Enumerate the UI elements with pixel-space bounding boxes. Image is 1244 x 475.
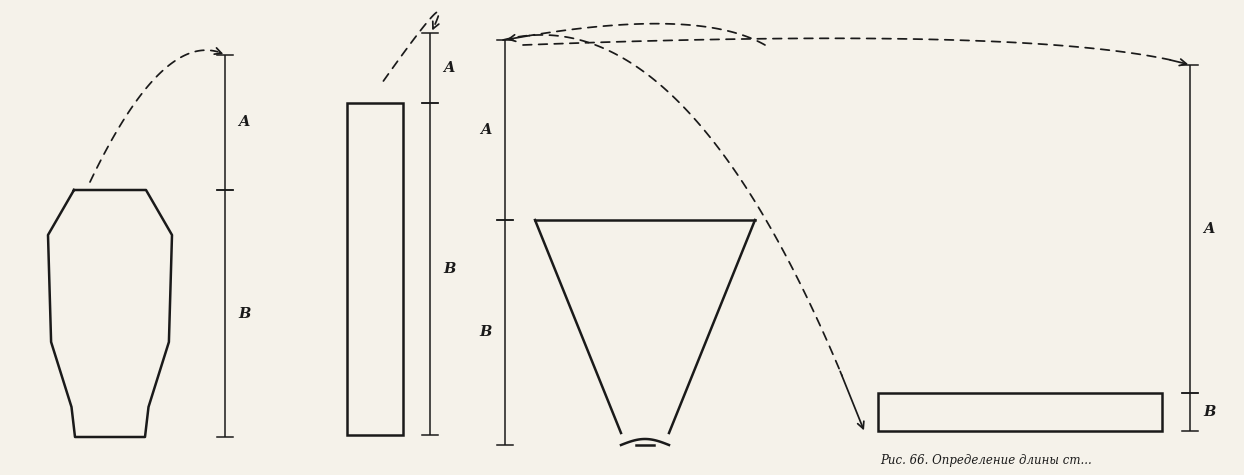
Text: B: B bbox=[480, 325, 491, 340]
Text: Рис. 66. Определение длины ст...: Рис. 66. Определение длины ст... bbox=[880, 454, 1092, 467]
Text: B: B bbox=[238, 306, 250, 321]
Text: A: A bbox=[480, 123, 491, 137]
Text: A: A bbox=[238, 115, 249, 130]
Text: A: A bbox=[443, 61, 454, 75]
Text: B: B bbox=[1203, 405, 1215, 419]
Text: B: B bbox=[443, 262, 455, 276]
Text: A: A bbox=[1203, 222, 1214, 236]
